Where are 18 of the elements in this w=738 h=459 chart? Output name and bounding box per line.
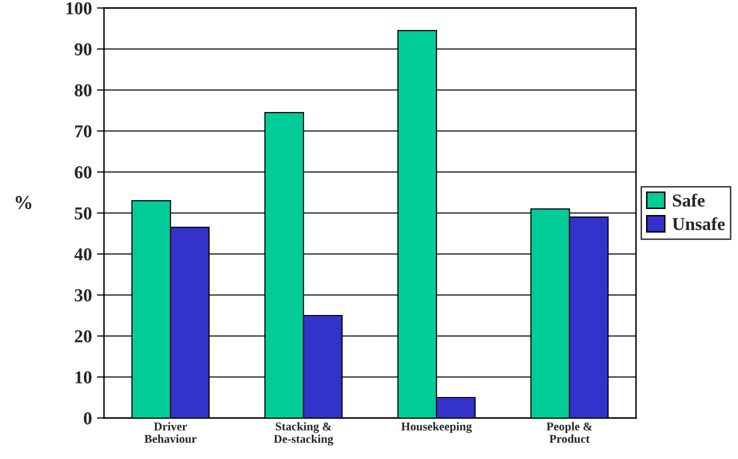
y-tick-label: 30 — [74, 289, 92, 302]
x-tick-label: People & Product — [546, 422, 592, 443]
y-tick-label: 10 — [76, 371, 92, 384]
legend-label: Unsafe — [672, 217, 725, 230]
legend-label: Safe — [672, 194, 705, 207]
y-tick-label: 100 — [66, 2, 92, 14]
y-tick-label: 50 — [74, 207, 92, 220]
y-tick-label: 40 — [74, 248, 92, 260]
y-axis-title: % — [16, 196, 32, 210]
x-tick-label: Driver Behaviour — [144, 422, 196, 443]
x-tick-label: Housekeeping — [401, 422, 472, 433]
x-tick-label: Stacking & De-stacking — [274, 422, 334, 446]
y-tick-label: 60 — [74, 166, 92, 178]
y-tick-label: 0 — [84, 412, 92, 424]
y-tick-label: 70 — [75, 125, 92, 138]
y-tick-label: 80 — [74, 84, 92, 96]
y-tick-label: 90 — [74, 43, 92, 56]
y-tick-label: 20 — [74, 330, 92, 342]
